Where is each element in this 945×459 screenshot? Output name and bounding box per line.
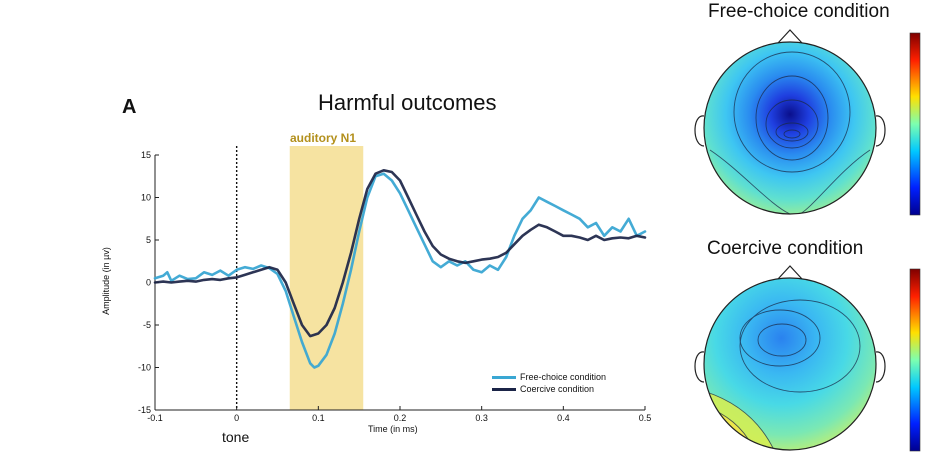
y-tick-label: -5 [143,320,151,330]
scalp [704,278,876,450]
x-tick-label: 0.2 [394,413,407,423]
scalp [704,42,876,214]
x-tick-label: 0.3 [475,413,488,423]
chart-title: Harmful outcomes [318,90,497,115]
legend: Free-choice condition Coercive condition [492,371,606,395]
y-tick-label: 5 [146,235,151,245]
nose [777,265,803,280]
topomap-free-choice [694,29,886,215]
n1-window-rect [289,146,364,410]
legend-label-free-choice: Free-choice condition [520,372,607,382]
n1-window-label: auditory N1 [290,131,357,145]
topomap-coercive [694,265,886,451]
series-layer [153,169,647,369]
x-axis-label: Time (in ms) [368,424,418,434]
x-tick-label: -0.1 [147,413,163,423]
x-tick-label: 0 [234,413,239,423]
series-line-coercive [153,169,647,338]
right-ear [875,351,886,383]
legend-swatch-free-choice [492,375,516,379]
colorbar-coercive [909,268,921,452]
y-tick-label: 10 [141,193,151,203]
n1-window [289,146,364,410]
topomap-title-coercive: Coercive condition [707,238,864,259]
colorbar-free-choice [909,32,921,216]
panel-letter: A [122,96,137,118]
y-tick-label: -15 [138,405,151,415]
y-axis-label: Amplitude (in µv) [100,247,111,315]
left-ear [694,351,705,383]
y-tick-label: 0 [146,278,151,288]
nose [777,29,803,44]
x-tick-label: 0.1 [312,413,325,423]
y-tick-label: 15 [141,150,151,160]
x-tick-label: 0.5 [639,413,652,423]
y-tick-label: -10 [138,363,151,373]
tone-label: tone [222,429,250,445]
axes: 15 10 5 0 -5 -10 -15-0.1 0 0.1 0.2 0.3 0.4 0.5 [138,150,651,423]
left-ear [694,115,705,147]
legend-swatch-coercive [492,387,516,391]
series-line-free-choice [153,172,647,369]
legend-label-coercive: Coercive condition [520,384,595,394]
legend-item-coercive: Coercive condition [492,383,606,395]
topomap-title-free-choice: Free-choice condition [708,1,890,22]
right-ear [875,115,886,147]
legend-item-free-choice: Free-choice condition [492,371,606,383]
x-tick-label: 0.4 [557,413,570,423]
